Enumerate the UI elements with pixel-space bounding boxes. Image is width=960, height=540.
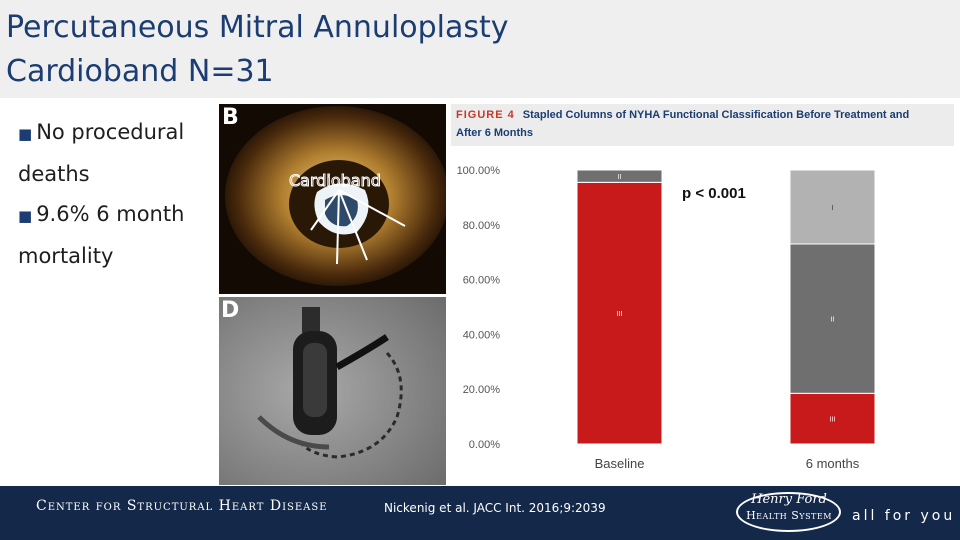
panel-letter-b: B — [222, 105, 239, 130]
square-bullet-icon: ■ — [18, 207, 33, 225]
echo-3d-image: Cardioband — [219, 104, 446, 294]
bullet-list: ■ No procedural deaths ■ 9.6% 6 month mort… — [18, 112, 218, 276]
title-line-1: Percutaneous Mitral Annuloplasty — [6, 10, 509, 45]
y-tick-label: 40.00% — [463, 329, 501, 341]
x-category-label: Baseline — [595, 456, 645, 471]
stacked-bar-chart: 0.00%20.00%40.00%60.00%80.00%100.00%IIII… — [457, 165, 876, 471]
square-bullet-icon: ■ — [18, 125, 33, 143]
citation: Nickenig et al. JACC Int. 2016;9:2039 — [384, 501, 606, 515]
bar-segment — [576, 181, 663, 445]
bar-segment — [576, 169, 663, 183]
title-band — [0, 0, 960, 98]
footer-department: Center for Structural Heart Disease — [36, 498, 328, 514]
bullet-item: ■ No procedural deaths — [18, 112, 218, 194]
figure-panel: FIGURE 4 Stapled Columns of NYHA Function… — [446, 104, 960, 486]
bar-segment — [789, 243, 876, 394]
y-tick-label: 60.00% — [463, 275, 501, 287]
segment-label: I — [832, 205, 834, 212]
p-value-annotation: p < 0.001 — [682, 185, 746, 202]
segment-label: II — [618, 174, 622, 181]
bullet-text: 9.6% 6 month mortality — [18, 202, 185, 268]
fluoroscopy-image — [219, 297, 446, 485]
y-tick-label: 80.00% — [463, 220, 501, 232]
x-category-label: 6 months — [806, 456, 860, 471]
logo-script-text: Henry Ford — [751, 492, 827, 507]
figure-label: FIGURE 4 — [456, 109, 515, 121]
fluoro-image-panel: D — [219, 297, 446, 485]
echo-image-panel: Cardioband B — [219, 104, 446, 294]
segment-label: II — [831, 317, 835, 324]
panel-letter-d: D — [221, 298, 240, 323]
figure-caption-line-1: Stapled Columns of NYHA Functional Class… — [522, 109, 910, 121]
segment-label: III — [830, 417, 836, 424]
title-line-2: Cardioband N=31 — [6, 54, 274, 89]
bullet-text: No procedural deaths — [18, 120, 185, 186]
figure-caption: FIGURE 4 Stapled Columns of NYHA Function… — [451, 104, 954, 146]
logo-caps-text: Health System — [746, 509, 832, 522]
segment-label: III — [617, 311, 623, 318]
logo-tagline: all for you — [852, 508, 956, 524]
y-tick-label: 100.00% — [457, 165, 501, 177]
slide-title: Percutaneous Mitral Annuloplasty Cardioba… — [6, 6, 509, 94]
y-tick-label: 20.00% — [463, 384, 501, 396]
bar-segment — [789, 169, 876, 245]
henry-ford-logo-oval — [736, 492, 841, 532]
y-tick-label: 0.00% — [469, 439, 500, 451]
bar-segment — [789, 392, 876, 445]
cardioband-label: Cardioband — [289, 171, 381, 190]
figure-caption-line-2: After 6 Months — [456, 127, 533, 139]
bullet-item: ■ 9.6% 6 month mortality — [18, 194, 218, 276]
